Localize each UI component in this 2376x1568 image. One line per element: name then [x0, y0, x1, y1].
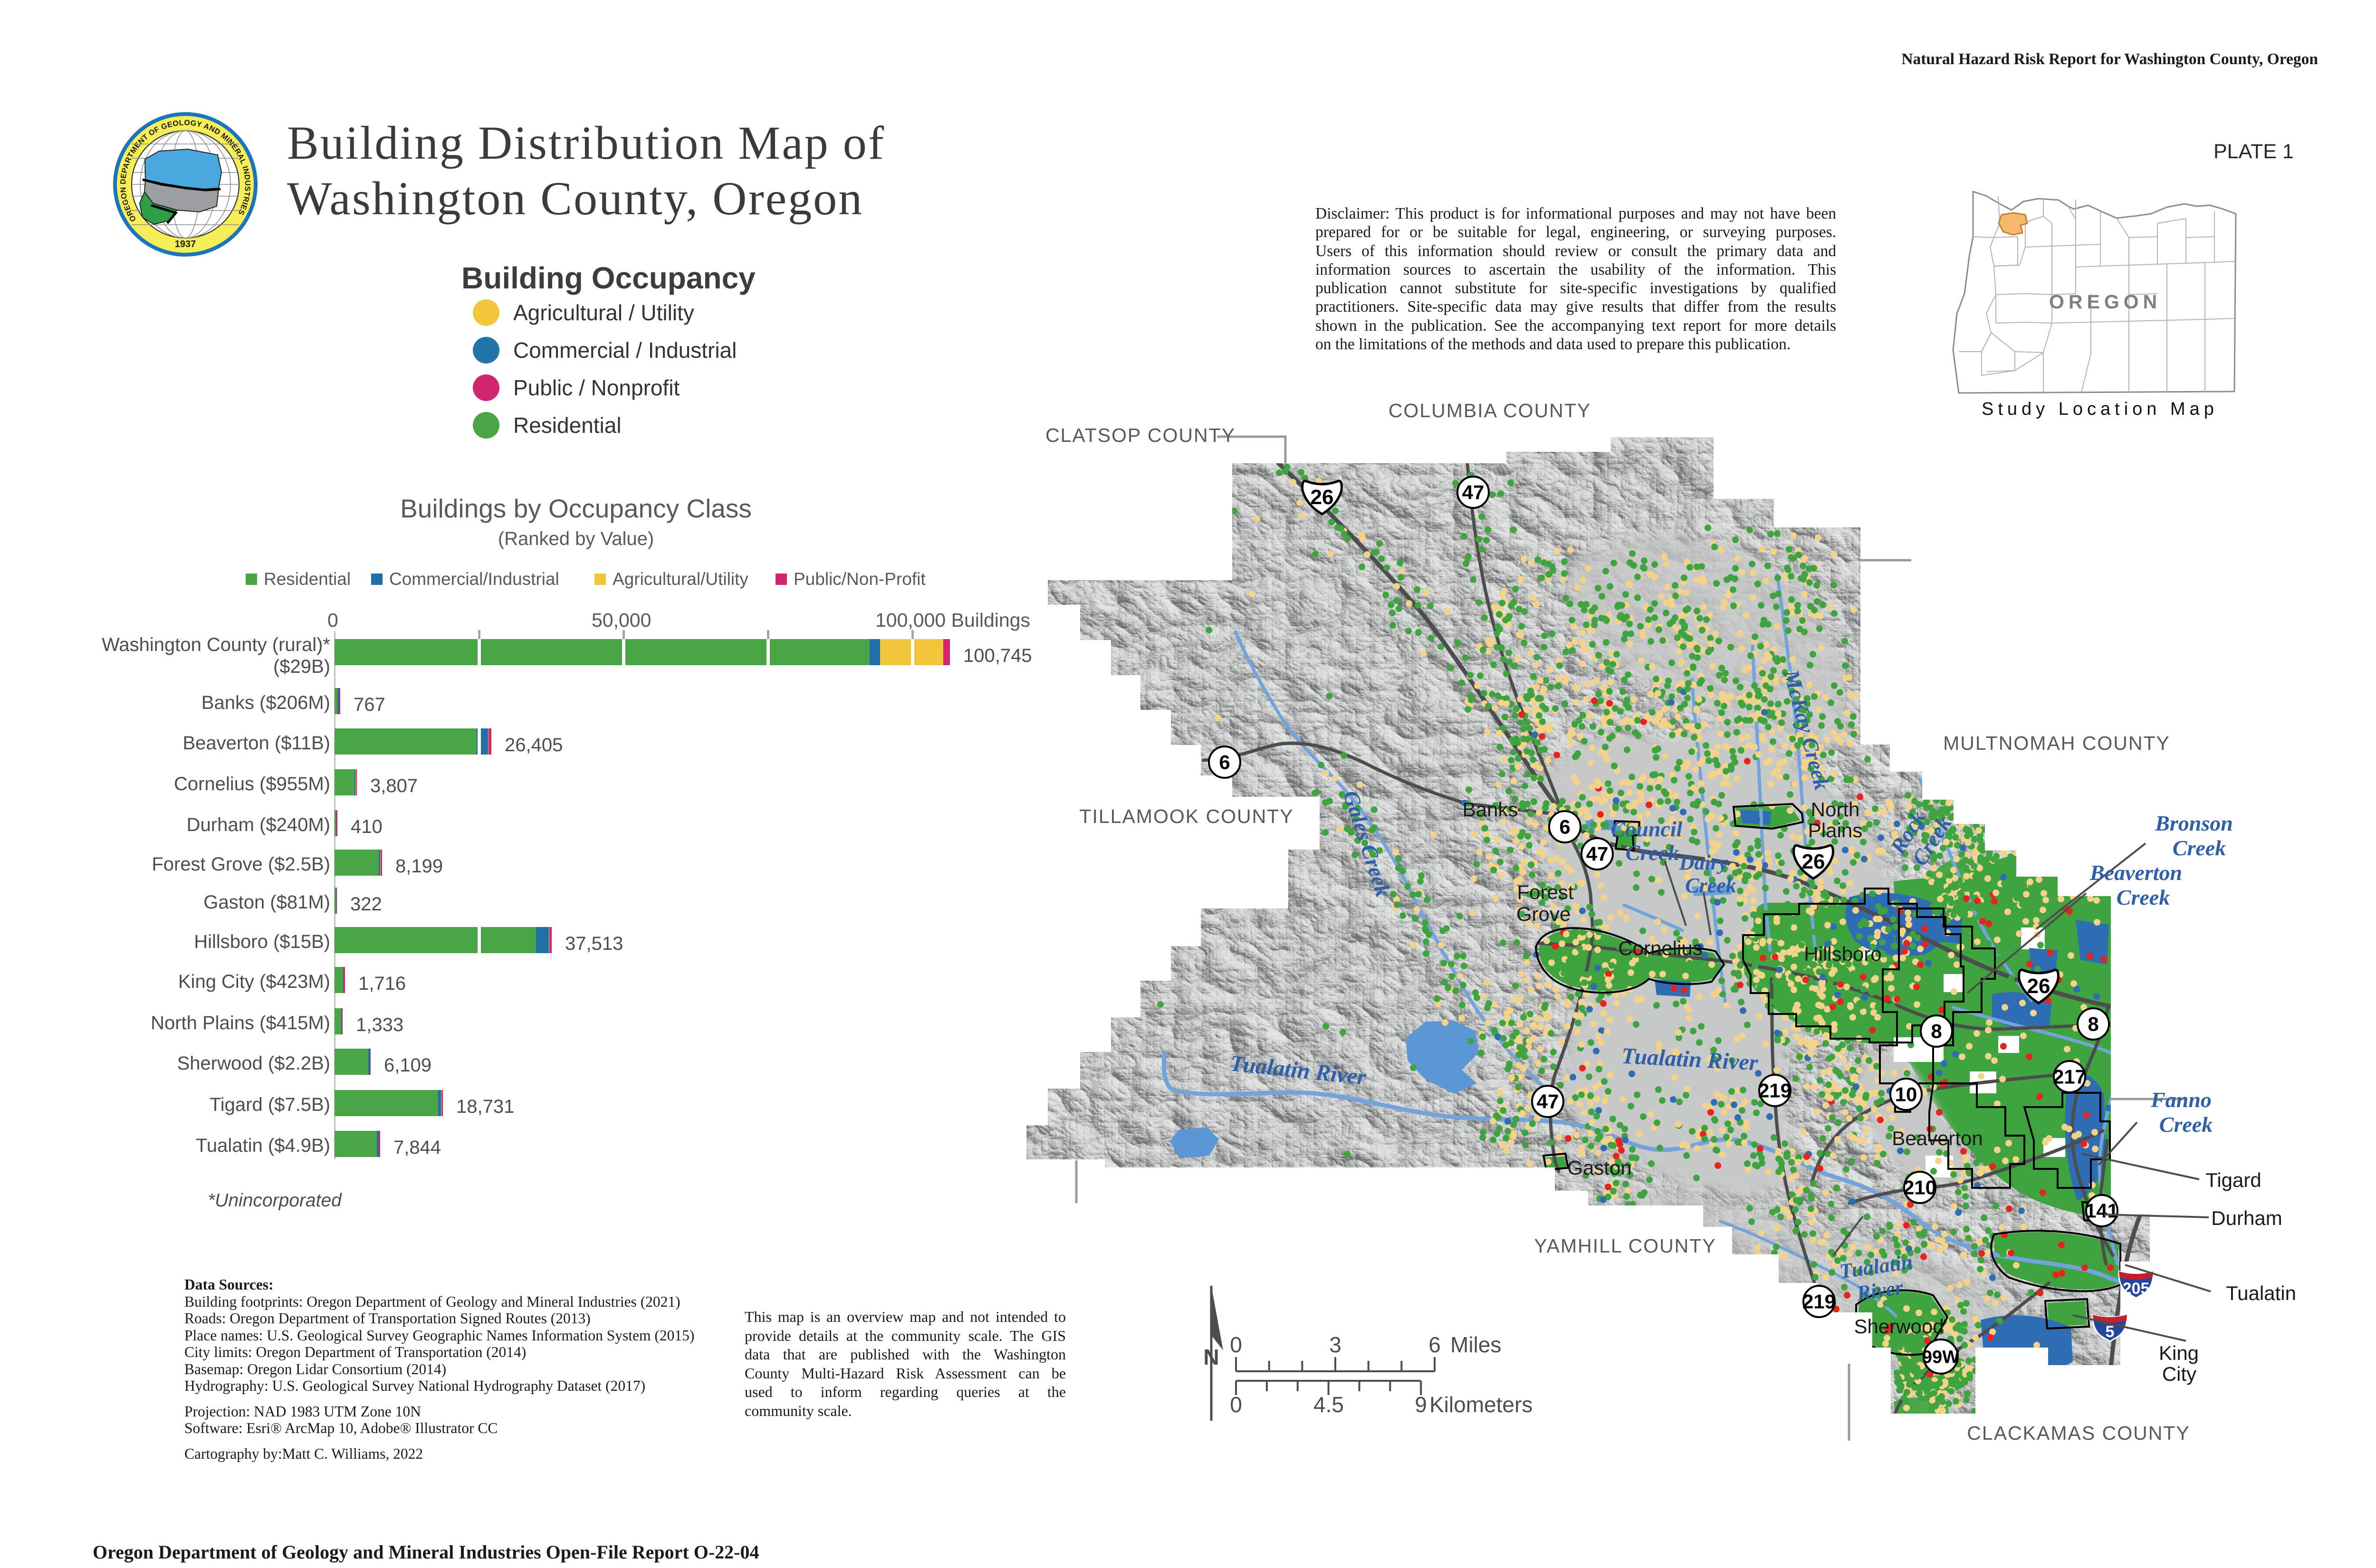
svg-text:Plains: Plains: [1808, 819, 1862, 841]
svg-text:Creek: Creek: [1685, 874, 1736, 897]
svg-text:Creek: Creek: [1626, 841, 1679, 865]
svg-text:Gaston: Gaston: [1567, 1157, 1631, 1179]
svg-text:Fanno: Fanno: [2150, 1088, 2212, 1112]
svg-text:9: 9: [1415, 1392, 1427, 1417]
svg-text:Kilometers: Kilometers: [1429, 1392, 1533, 1417]
svg-text:Beaverton: Beaverton: [1892, 1127, 1983, 1149]
svg-text:MULTNOMAH COUNTY: MULTNOMAH COUNTY: [1943, 732, 2170, 754]
svg-text:Tualatin: Tualatin: [2226, 1282, 2296, 1304]
svg-text:Dairy: Dairy: [1679, 851, 1728, 874]
svg-text:1937: 1937: [175, 239, 196, 249]
svg-text:26: 26: [2027, 975, 2050, 998]
svg-text:Creek: Creek: [2173, 836, 2226, 860]
svg-text:Cornelius: Cornelius: [1618, 937, 1702, 959]
svg-text:CLACKAMAS COUNTY: CLACKAMAS COUNTY: [1967, 1422, 2190, 1444]
svg-text:TILLAMOOK COUNTY: TILLAMOOK COUNTY: [1079, 805, 1293, 827]
svg-text:Creek: Creek: [2159, 1112, 2213, 1137]
svg-text:8: 8: [1931, 1020, 1942, 1042]
svg-text:6: 6: [1559, 816, 1570, 838]
svg-text:47: 47: [1462, 481, 1485, 504]
svg-text:YAMHILL COUNTY: YAMHILL COUNTY: [1534, 1235, 1716, 1257]
svg-text:Banks: Banks: [1463, 798, 1518, 821]
svg-text:King: King: [2159, 1342, 2199, 1364]
svg-text:26: 26: [1802, 850, 1825, 873]
svg-text:CLATSOP COUNTY: CLATSOP COUNTY: [1045, 424, 1236, 446]
svg-text:City: City: [2162, 1363, 2196, 1385]
svg-text:Council: Council: [1611, 817, 1683, 841]
svg-text:Bronson: Bronson: [2155, 811, 2233, 835]
svg-text:10: 10: [1895, 1083, 1917, 1106]
svg-text:4.5: 4.5: [1313, 1392, 1344, 1417]
svg-text:217: 217: [2053, 1066, 2086, 1088]
svg-text:219: 219: [1802, 1291, 1836, 1313]
svg-text:Sherwood: Sherwood: [1854, 1315, 1944, 1338]
svg-text:141: 141: [2085, 1200, 2118, 1222]
svg-text:5: 5: [2106, 1323, 2115, 1341]
svg-text:47: 47: [1586, 843, 1609, 865]
svg-text:Beaverton: Beaverton: [2089, 860, 2182, 885]
svg-text:Grove: Grove: [1516, 903, 1571, 925]
svg-text:26: 26: [1311, 486, 1334, 509]
svg-text:6: 6: [1428, 1332, 1441, 1357]
svg-text:8: 8: [2088, 1013, 2098, 1035]
svg-text:6: 6: [1219, 751, 1230, 774]
svg-text:205: 205: [2123, 1280, 2150, 1298]
svg-text:COLUMBIA COUNTY: COLUMBIA COUNTY: [1389, 400, 1591, 421]
svg-text:Forest: Forest: [1517, 881, 1573, 903]
svg-text:Hillsboro: Hillsboro: [1804, 943, 1881, 965]
svg-text:0: 0: [1230, 1332, 1242, 1357]
svg-text:47: 47: [1537, 1090, 1559, 1113]
svg-text:99W: 99W: [1922, 1347, 1959, 1367]
svg-text:210: 210: [1903, 1176, 1936, 1199]
svg-text:Creek: Creek: [2117, 885, 2170, 909]
svg-text:3: 3: [1329, 1332, 1341, 1357]
svg-text:0: 0: [1230, 1392, 1242, 1417]
svg-text:219: 219: [1758, 1080, 1792, 1102]
svg-text:North: North: [1811, 798, 1860, 821]
svg-text:N: N: [1203, 1345, 1219, 1369]
svg-text:Durham: Durham: [2211, 1207, 2282, 1229]
svg-text:Tigard: Tigard: [2205, 1169, 2261, 1191]
svg-text:Miles: Miles: [1450, 1332, 1501, 1357]
